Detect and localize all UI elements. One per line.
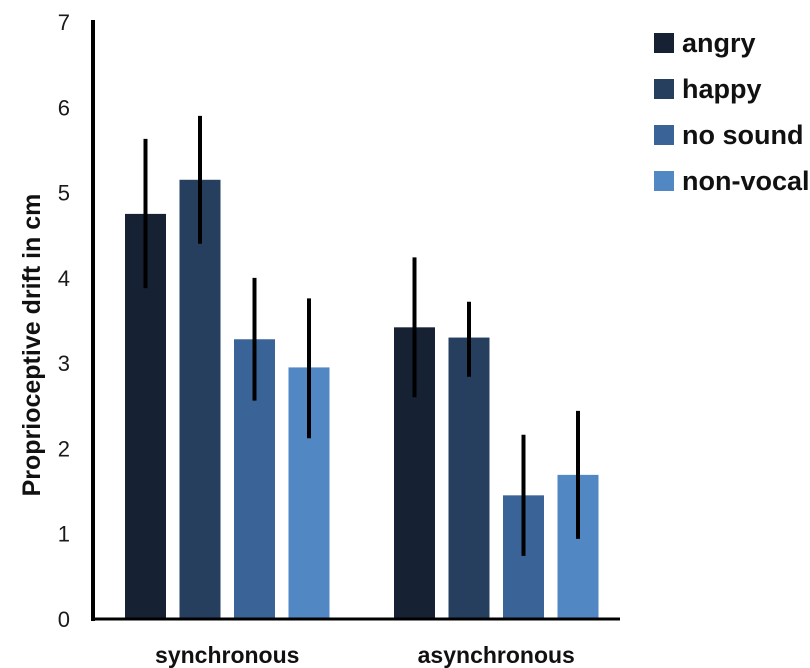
x-category-labels: synchronous asynchronous — [155, 642, 575, 668]
y-tick-label: 4 — [58, 266, 70, 291]
error-bars — [143, 115, 580, 556]
y-axis-label: Proprioceptive drift in cm — [18, 194, 46, 497]
x-category-label: asynchronous — [418, 642, 575, 668]
y-tick-labels: 0 1 2 3 4 5 6 7 — [58, 10, 70, 632]
y-tick-label: 3 — [58, 351, 70, 376]
bar-happy-synchronous — [179, 179, 221, 619]
legend-label: angry — [682, 28, 756, 58]
bar-happy-asynchronous — [448, 337, 490, 619]
legend-swatch — [654, 171, 674, 191]
y-tick-label: 1 — [58, 522, 70, 547]
y-tick-label: 6 — [58, 95, 70, 120]
legend-label: happy — [682, 74, 762, 104]
legend-swatch — [654, 125, 674, 145]
legend-label: non-vocal — [682, 166, 810, 196]
y-tick-label: 0 — [58, 607, 70, 632]
legend: angry happy no sound non-vocal — [654, 28, 810, 196]
legend-swatch — [654, 33, 674, 53]
y-tick-label: 2 — [58, 436, 70, 461]
legend-swatch — [654, 79, 674, 99]
y-tick-label: 5 — [58, 181, 70, 206]
bars — [125, 179, 599, 619]
legend-label: no sound — [682, 120, 803, 150]
x-category-label: synchronous — [155, 642, 299, 668]
y-tick-label: 7 — [58, 10, 70, 35]
